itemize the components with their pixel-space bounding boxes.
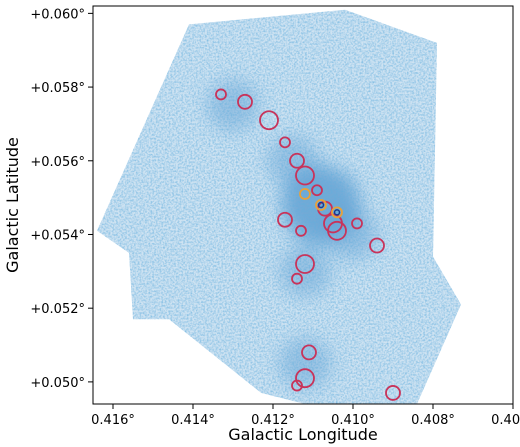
contour-region (317, 201, 325, 209)
contour-region (315, 199, 327, 211)
contour-region (295, 224, 307, 237)
y-tick-label: +0.058° (30, 81, 85, 96)
y-tick-label: +0.056° (30, 155, 85, 170)
contour-region (291, 272, 303, 285)
contour-region (295, 165, 315, 186)
contour-region (331, 206, 343, 219)
contour-region (351, 217, 363, 230)
contour-region (299, 188, 311, 200)
intensity-map (97, 9, 461, 404)
x-tick-label: 0.412° (251, 413, 295, 428)
x-tick-label: 0.406° (491, 413, 520, 428)
contour-region (327, 220, 347, 241)
x-axis-label: Galactic Longitude (228, 425, 377, 444)
y-tick-label: +0.052° (30, 302, 85, 317)
contour-overlay (215, 88, 401, 401)
y-tick-label: +0.060° (30, 7, 85, 22)
contour-high (299, 188, 343, 219)
contour-region (301, 344, 317, 361)
contour-region (333, 209, 341, 216)
x-tick-label: 0.408° (411, 413, 455, 428)
contour-region (369, 237, 385, 254)
contour-region (295, 368, 315, 389)
plot-frame (92, 5, 514, 405)
contour-region (237, 93, 253, 110)
contour-peak (317, 201, 341, 216)
contour-region (291, 379, 303, 392)
contour-region (385, 385, 401, 401)
x-tick-label: 0.416° (91, 413, 135, 428)
contour-region (259, 110, 279, 131)
x-axis-ticks: 0.416° 0.414° 0.412° 0.410° 0.408° 0.406° (91, 404, 520, 428)
plot-area (97, 9, 461, 404)
contour-region (279, 136, 291, 149)
pixel-noise (97, 9, 461, 404)
contour-region (289, 152, 305, 169)
contour-region (215, 88, 227, 101)
y-axis-label: Galactic Latitude (3, 137, 22, 273)
y-axis-ticks: +0.050° +0.052° +0.054° +0.056° +0.058° +0.06… (30, 7, 93, 391)
y-tick-label: +0.050° (30, 376, 85, 391)
contour-region (295, 254, 315, 274)
x-tick-label: 0.414° (171, 413, 215, 428)
contour-region (277, 211, 293, 228)
x-tick-label: 0.410° (331, 413, 375, 428)
contour-region (311, 184, 323, 197)
y-tick-label: +0.054° (30, 228, 85, 243)
